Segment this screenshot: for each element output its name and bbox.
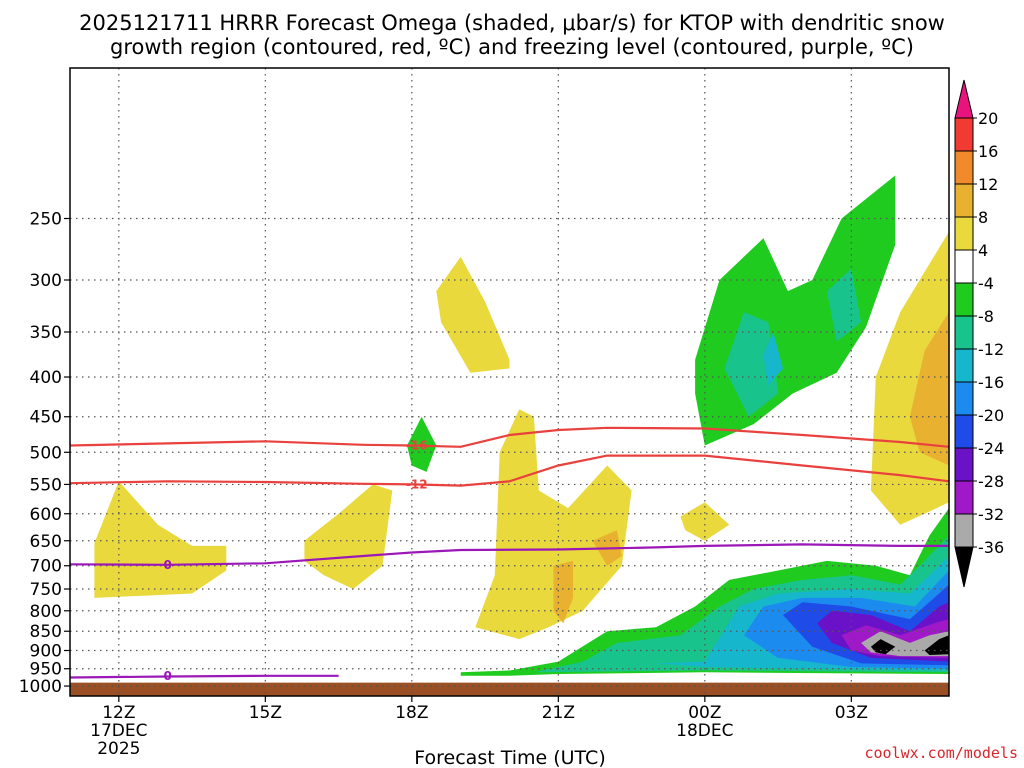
omega-region-4 <box>553 560 573 624</box>
omega-region-12 <box>763 332 783 386</box>
x-tick-label-15-0: 03Z <box>835 703 868 723</box>
colorbar-label-11: -28 <box>978 472 1004 491</box>
colorbar-label-6: -8 <box>978 307 994 326</box>
colorbar-label-12: -32 <box>978 505 1004 524</box>
omega-region-8 <box>909 312 949 466</box>
colorbar-box-12 <box>954 480 974 515</box>
y-tick-label-1000: 1000 <box>19 677 62 697</box>
y-tick-label-850: 850 <box>30 622 62 642</box>
title-line-1: 2025121711 HRRR Forecast Omega (shaded, … <box>79 11 945 35</box>
y-tick-label-400: 400 <box>30 368 62 388</box>
y-tick-label-550: 550 <box>30 475 62 495</box>
plot-frame <box>69 67 950 697</box>
omega-region-10 <box>724 312 779 417</box>
omega-region-6 <box>680 502 730 541</box>
x-tick-label-0-2: 2025 <box>97 739 140 759</box>
y-tick-label-650: 650 <box>30 532 62 552</box>
colorbar-label-1: 16 <box>978 142 998 161</box>
y-tick-label-700: 700 <box>30 557 62 577</box>
y-tick-label-500: 500 <box>30 443 62 463</box>
colorbar-box-4 <box>954 216 974 251</box>
colorbar-label-3: 8 <box>978 208 988 227</box>
colorbar: 20 16 12 8 4 -4 -8 -12 -16 -20 -24 -28 -32 -36 <box>954 79 1004 588</box>
y-tick-label-250: 250 <box>30 210 62 230</box>
colorbar-box-6 <box>954 282 974 317</box>
omega-region-1 <box>304 484 393 589</box>
colorbar-box-7 <box>954 315 974 350</box>
colorbar-top-arrow <box>954 79 974 119</box>
omega-region-11 <box>826 268 862 342</box>
x-tick-label-0-0: 12Z <box>102 703 135 723</box>
colorbar-label-8: -16 <box>978 373 1004 392</box>
colorbar-box-3 <box>954 183 974 218</box>
colorbar-label-9: -20 <box>978 406 1004 425</box>
y-tick-label-600: 600 <box>30 505 62 525</box>
x-tick-label-9-0: 21Z <box>542 703 575 723</box>
colorbar-label-13: -36 <box>978 538 1004 557</box>
colorbar-box-13 <box>954 513 974 548</box>
contour-line-2 <box>70 543 949 566</box>
credit-text: coolwx.com/models <box>864 744 1018 762</box>
omega-region-22 <box>870 639 896 655</box>
x-tick-label-12-0: 00Z <box>688 703 721 723</box>
colorbar-box-10 <box>954 414 974 449</box>
colorbar-box-9 <box>954 381 974 416</box>
x-tick-label-12-1: 18DEC <box>676 721 733 741</box>
omega-region-9 <box>695 175 896 446</box>
contour-label-0: -16 <box>406 438 428 452</box>
plot-inner: -16 -12 0 0 <box>70 68 949 696</box>
contour-line-3 <box>70 674 339 679</box>
x-axis-label: Forecast Time (UTC) <box>414 747 605 768</box>
y-tick-label-350: 350 <box>30 323 62 343</box>
colorbar-label-2: 12 <box>978 175 998 194</box>
chart-title: 2025121711 HRRR Forecast Omega (shaded, … <box>79 11 945 59</box>
contour-label-1: -12 <box>406 477 428 491</box>
x-tick-label-3-0: 15Z <box>249 703 282 723</box>
colorbar-bottom-arrow <box>954 546 974 588</box>
colorbar-box-2 <box>954 150 974 185</box>
title-line-2: growth region (contoured, red, ºC) and f… <box>110 35 914 59</box>
colorbar-label-5: -4 <box>978 274 994 293</box>
contour-line-0 <box>70 426 949 448</box>
y-tick-label-900: 900 <box>30 641 62 661</box>
omega-region-0 <box>94 481 227 598</box>
colorbar-box-11 <box>954 447 974 482</box>
omega-region-23 <box>924 635 949 655</box>
omega-region-2 <box>436 256 510 373</box>
y-tick-label-450: 450 <box>30 408 62 428</box>
y-tick-label-300: 300 <box>30 271 62 291</box>
colorbar-label-10: -24 <box>978 439 1004 458</box>
y-tick-label-800: 800 <box>30 602 62 622</box>
contour-label-2: 0 <box>163 558 171 572</box>
colorbar-box-8 <box>954 348 974 383</box>
plot-area: -16 -12 0 0 250 300 350 400 450 500 550 600 650 700 75… <box>19 67 950 759</box>
contour-line-1 <box>70 454 949 487</box>
contour-label-3: 0 <box>163 669 171 683</box>
colorbar-label-0: 20 <box>978 109 998 128</box>
y-tick-label-950: 950 <box>30 660 62 680</box>
y-tick-label-750: 750 <box>30 580 62 600</box>
colorbar-label-4: 4 <box>978 241 988 260</box>
x-tick-label-0-1: 17DEC <box>90 721 147 741</box>
colorbar-box-5 <box>954 249 974 284</box>
x-tick-label-6-0: 18Z <box>395 703 428 723</box>
omega-region-3 <box>475 409 632 640</box>
colorbar-label-7: -12 <box>978 340 1004 359</box>
ground-terrain <box>70 682 949 696</box>
omega-region-13 <box>407 416 437 472</box>
colorbar-box-1 <box>954 117 974 152</box>
